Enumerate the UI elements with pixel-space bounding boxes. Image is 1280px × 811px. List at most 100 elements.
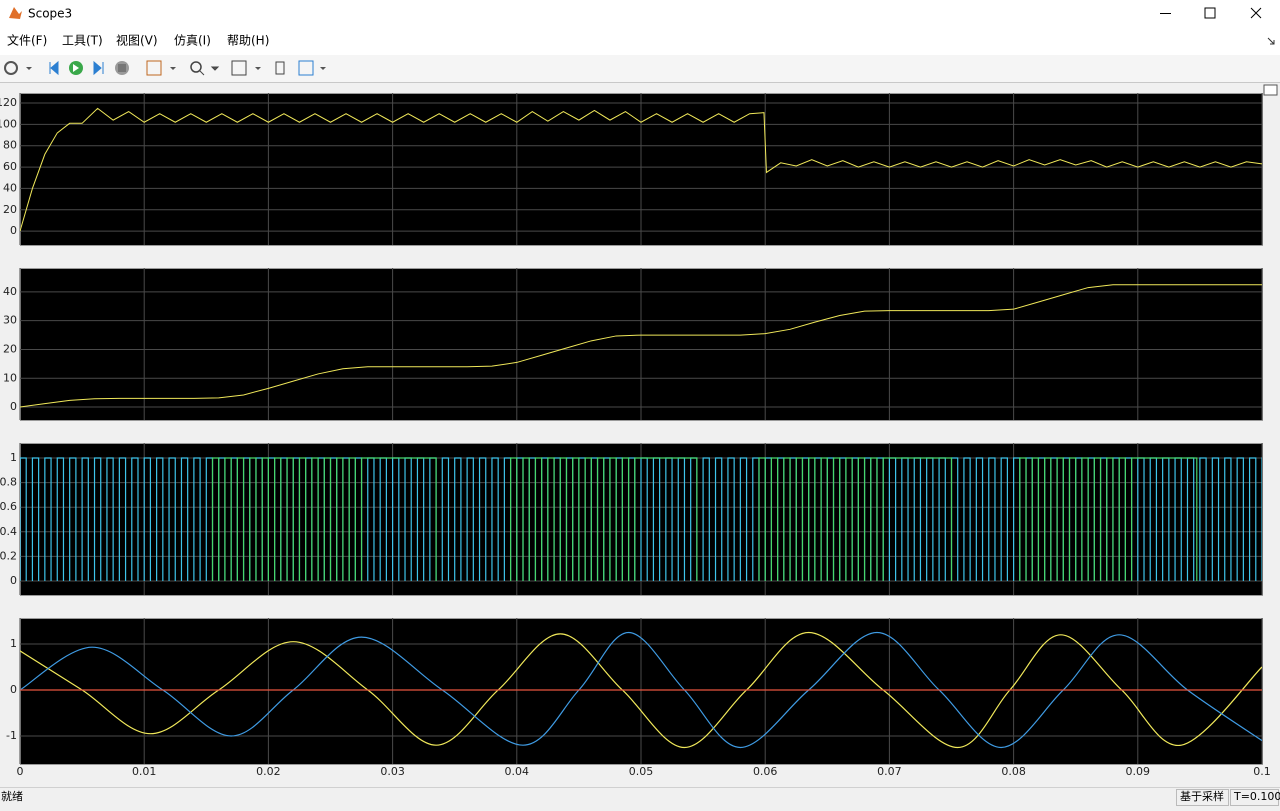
- trace: [20, 631, 1262, 749]
- cursor-button[interactable]: [298, 60, 314, 76]
- zoom-button[interactable]: [190, 61, 202, 73]
- run-icon: [73, 64, 79, 72]
- pulse: [882, 457, 953, 581]
- pulse: [870, 457, 878, 581]
- pulse: [820, 457, 828, 581]
- y-tick-label: 40: [3, 285, 17, 298]
- x-tick-label: 0.01: [132, 765, 157, 778]
- pulse: [1118, 457, 1126, 581]
- dropdown[interactable]: [320, 67, 326, 70]
- pulse: [572, 457, 580, 581]
- menu-item[interactable]: 仿真(I): [174, 34, 211, 48]
- dropdown[interactable]: [26, 67, 32, 70]
- x-tick-label: 0.02: [256, 765, 281, 778]
- pulse: [621, 457, 630, 581]
- pulse: [975, 457, 984, 581]
- undock-button[interactable]: [1263, 84, 1278, 96]
- pulse: [44, 457, 52, 581]
- traces: [20, 457, 1262, 581]
- trace: [20, 107, 1262, 232]
- pulse: [31, 457, 40, 581]
- window-title: Scope3: [28, 7, 72, 21]
- status-box: [1176, 789, 1229, 806]
- pulse: [534, 457, 543, 581]
- y-tick-label: 30: [3, 314, 17, 327]
- pulse: [1044, 457, 1052, 581]
- pulse: [1236, 457, 1244, 581]
- pulse: [758, 457, 766, 581]
- pulse: [1211, 457, 1220, 581]
- autoscale-button[interactable]: [231, 60, 247, 76]
- pulse: [454, 457, 462, 581]
- trace: [20, 631, 1262, 749]
- pulse: [963, 457, 971, 581]
- x-tick-label: 0.04: [505, 765, 530, 778]
- pulse: [988, 457, 996, 581]
- pulse: [131, 457, 139, 581]
- pulse: [845, 457, 853, 581]
- y-tick-label: 0.4: [0, 525, 17, 538]
- settings-button[interactable]: [4, 61, 18, 75]
- pulse: [1056, 457, 1064, 581]
- close-button[interactable]: [1250, 7, 1262, 19]
- traces: [20, 284, 1262, 408]
- trigger-button[interactable]: [275, 61, 285, 75]
- x-tick-label: 0.09: [1126, 765, 1151, 778]
- x-tick-label: 0.05: [629, 765, 654, 778]
- pulse: [311, 457, 319, 581]
- pulse: [1130, 457, 1198, 581]
- y-tick-label: 80: [3, 139, 17, 152]
- status-text: 就绪: [1, 789, 23, 803]
- menu-item[interactable]: 文件(F): [7, 33, 47, 48]
- y-tick-label: 0.6: [0, 500, 17, 513]
- maximize-button[interactable]: [1204, 7, 1216, 19]
- app-icon: [9, 7, 22, 19]
- pulse: [609, 457, 617, 581]
- step-forward-button[interactable]: [93, 60, 104, 76]
- y-tick-label: 20: [3, 342, 17, 355]
- y-tick-label: 20: [3, 203, 17, 216]
- trace: [20, 284, 1262, 408]
- y-tick-label: 0: [10, 683, 17, 696]
- pulse: [1106, 457, 1114, 581]
- dropdown[interactable]: [170, 67, 176, 70]
- pulse: [286, 457, 294, 581]
- menu-item[interactable]: 帮助(H): [227, 34, 269, 48]
- y-tick-label: 0: [10, 400, 17, 413]
- x-tick-label: 0: [17, 765, 24, 778]
- pulse: [20, 457, 27, 581]
- y-tick-label: 120: [0, 96, 17, 109]
- pulse: [236, 457, 245, 581]
- zoom-dropdown[interactable]: [199, 66, 220, 76]
- y-tick-label: 40: [3, 181, 17, 194]
- pulse: [509, 457, 518, 581]
- pulse: [584, 457, 592, 581]
- pulse: [348, 457, 356, 581]
- y-tick-label: 0: [10, 574, 17, 587]
- pulse: [783, 457, 791, 581]
- pulse: [69, 457, 77, 581]
- pulse: [323, 457, 332, 581]
- dock-button[interactable]: [1267, 37, 1275, 45]
- pulse: [360, 457, 437, 581]
- pulse: [156, 457, 164, 581]
- pulse: [298, 457, 307, 581]
- step-back-button[interactable]: [49, 60, 59, 76]
- y-tick-label: 0.8: [0, 476, 17, 489]
- menu-item[interactable]: 视图(V): [116, 33, 158, 48]
- pulse: [739, 457, 748, 581]
- menu-item[interactable]: 工具(T): [62, 34, 103, 48]
- pulse: [81, 457, 89, 581]
- menu: 文件(F) 工具(T) 视图(V) 仿真(I) 帮助(H): [7, 33, 269, 48]
- pulse: [1019, 457, 1027, 581]
- pulse: [795, 457, 804, 581]
- dropdown[interactable]: [255, 67, 261, 70]
- highlight-button[interactable]: [146, 60, 162, 76]
- y-tick-label: -1: [6, 729, 17, 742]
- pulse: [106, 457, 114, 581]
- x-tick-label: 0.03: [380, 765, 405, 778]
- pulse: [478, 457, 487, 581]
- pulse: [274, 457, 282, 581]
- y-tick-label: 10: [3, 371, 17, 384]
- pulse: [559, 457, 568, 581]
